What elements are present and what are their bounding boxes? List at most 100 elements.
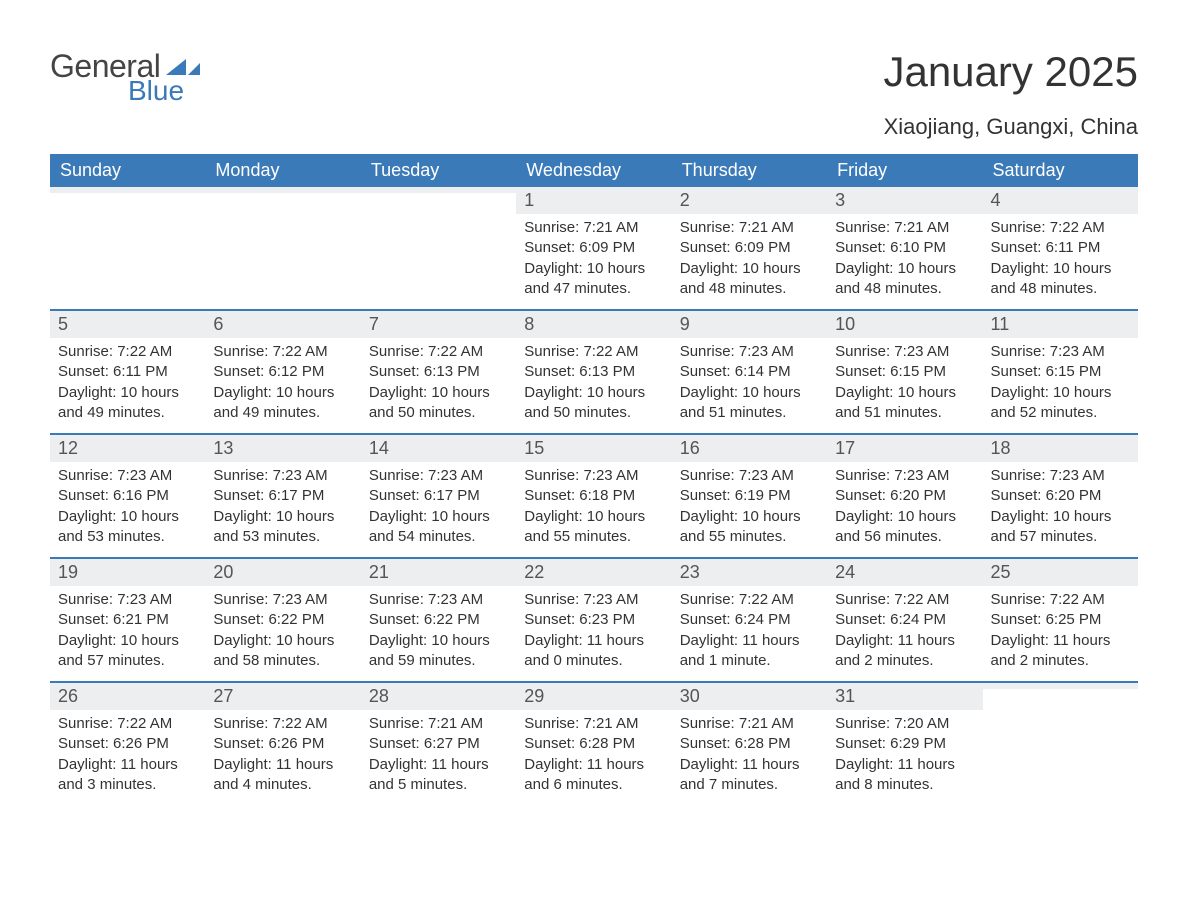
day-body: Sunrise: 7:22 AMSunset: 6:25 PMDaylight:…	[983, 586, 1138, 681]
sunset-text: Sunset: 6:14 PM	[680, 362, 819, 382]
day-number: 29	[516, 683, 671, 710]
sunrise-text: Sunrise: 7:22 AM	[369, 342, 508, 362]
daylight-text: Daylight: 10 hours and 50 minutes.	[524, 383, 663, 424]
day-body: Sunrise: 7:23 AMSunset: 6:23 PMDaylight:…	[516, 586, 671, 681]
sunrise-text: Sunrise: 7:20 AM	[835, 714, 974, 734]
sunset-text: Sunset: 6:22 PM	[369, 610, 508, 630]
day-cell: 4Sunrise: 7:22 AMSunset: 6:11 PMDaylight…	[983, 187, 1138, 309]
daylight-text: Daylight: 10 hours and 54 minutes.	[369, 507, 508, 548]
sunset-text: Sunset: 6:11 PM	[991, 238, 1130, 258]
day-number: 15	[516, 435, 671, 462]
sunset-text: Sunset: 6:09 PM	[524, 238, 663, 258]
sunset-text: Sunset: 6:26 PM	[213, 734, 352, 754]
day-number: 7	[361, 311, 516, 338]
day-cell: 29Sunrise: 7:21 AMSunset: 6:28 PMDayligh…	[516, 683, 671, 805]
day-number: 19	[50, 559, 205, 586]
daylight-text: Daylight: 10 hours and 56 minutes.	[835, 507, 974, 548]
day-cell: 3Sunrise: 7:21 AMSunset: 6:10 PMDaylight…	[827, 187, 982, 309]
day-cell: 28Sunrise: 7:21 AMSunset: 6:27 PMDayligh…	[361, 683, 516, 805]
day-body: Sunrise: 7:22 AMSunset: 6:12 PMDaylight:…	[205, 338, 360, 433]
day-number: 12	[50, 435, 205, 462]
day-number: 18	[983, 435, 1138, 462]
week-row: 19 Sunrise: 7:23 AM Sunset: 6:21 PM Dayligh…	[50, 557, 1138, 681]
sunrise-text: Sunrise: 7:21 AM	[680, 218, 819, 238]
daylight-text: Daylight: 11 hours and 6 minutes.	[524, 755, 663, 796]
day-body: Sunrise: 7:21 AMSunset: 6:10 PMDaylight:…	[827, 214, 982, 309]
daylight-text: Daylight: 10 hours and 51 minutes.	[835, 383, 974, 424]
day-number: 26	[50, 683, 205, 710]
logo-text-blue: Blue	[128, 75, 184, 107]
sunset-text: Sunset: 6:23 PM	[524, 610, 663, 630]
daylight-text: Daylight: 11 hours and 3 minutes.	[58, 755, 197, 796]
sunrise-text: Sunrise: 7:22 AM	[835, 590, 974, 610]
daylight-text: Daylight: 10 hours and 47 minutes.	[524, 259, 663, 300]
daylight-text: Daylight: 10 hours and 48 minutes.	[680, 259, 819, 300]
sunrise-text: Sunrise: 7:21 AM	[369, 714, 508, 734]
day-number: 30	[672, 683, 827, 710]
logo: General Blue	[50, 48, 200, 107]
day-body: Sunrise: 7:21 AMSunset: 6:09 PMDaylight:…	[672, 214, 827, 309]
day-body: Sunrise: 7:22 AMSunset: 6:24 PMDaylight:…	[827, 586, 982, 681]
daylight-text: Daylight: 10 hours and 53 minutes.	[58, 507, 197, 548]
sunrise-text: Sunrise: 7:23 AM	[369, 590, 508, 610]
weekday-header: Thursday	[672, 154, 827, 187]
day-body: Sunrise: 7:23 AMSunset: 6:22 PMDaylight:…	[361, 586, 516, 681]
day-cell: 23Sunrise: 7:22 AMSunset: 6:24 PMDayligh…	[672, 559, 827, 681]
sunset-text: Sunset: 6:15 PM	[835, 362, 974, 382]
daylight-text: Daylight: 10 hours and 59 minutes.	[369, 631, 508, 672]
daylight-text: Daylight: 10 hours and 57 minutes.	[991, 507, 1130, 548]
day-number: 31	[827, 683, 982, 710]
day-body: Sunrise: 7:21 AMSunset: 6:28 PMDaylight:…	[516, 710, 671, 805]
day-body: Sunrise: 7:22 AMSunset: 6:13 PMDaylight:…	[361, 338, 516, 433]
day-cell: 30Sunrise: 7:21 AMSunset: 6:28 PMDayligh…	[672, 683, 827, 805]
sunset-text: Sunset: 6:24 PM	[680, 610, 819, 630]
day-body: Sunrise: 7:21 AMSunset: 6:28 PMDaylight:…	[672, 710, 827, 805]
week-row: 26Sunrise: 7:22 AMSunset: 6:26 PMDayligh…	[50, 681, 1138, 805]
daylight-text: Daylight: 10 hours and 58 minutes.	[213, 631, 352, 672]
day-body	[50, 193, 205, 207]
sunrise-text: Sunrise: 7:23 AM	[680, 466, 819, 486]
sunrise-text: Sunrise: 7:22 AM	[680, 590, 819, 610]
sunset-text: Sunset: 6:17 PM	[369, 486, 508, 506]
sunset-text: Sunset: 6:28 PM	[680, 734, 819, 754]
day-cell: 21Sunrise: 7:23 AMSunset: 6:22 PMDayligh…	[361, 559, 516, 681]
day-body	[205, 193, 360, 207]
sunset-text: Sunset: 6:25 PM	[991, 610, 1130, 630]
day-body: Sunrise: 7:23 AMSunset: 6:22 PMDaylight:…	[205, 586, 360, 681]
sunset-text: Sunset: 6:13 PM	[369, 362, 508, 382]
day-cell: 11Sunrise: 7:23 AMSunset: 6:15 PMDayligh…	[983, 311, 1138, 433]
day-number: 21	[361, 559, 516, 586]
weekday-header: Wednesday	[516, 154, 671, 187]
sunset-text: Sunset: 6:21 PM	[58, 610, 197, 630]
day-number: 4	[983, 187, 1138, 214]
daylight-text: Daylight: 11 hours and 5 minutes.	[369, 755, 508, 796]
day-number: 10	[827, 311, 982, 338]
day-number: 25	[983, 559, 1138, 586]
daylight-text: Daylight: 11 hours and 2 minutes.	[991, 631, 1130, 672]
sunset-text: Sunset: 6:16 PM	[58, 486, 197, 506]
sunrise-text: Sunrise: 7:23 AM	[213, 466, 352, 486]
day-cell: 14Sunrise: 7:23 AMSunset: 6:17 PMDayligh…	[361, 435, 516, 557]
day-body: Sunrise: 7:22 AMSunset: 6:26 PMDaylight:…	[50, 710, 205, 805]
day-number: 2	[672, 187, 827, 214]
sunrise-text: Sunrise: 7:23 AM	[213, 590, 352, 610]
weekday-header: Tuesday	[361, 154, 516, 187]
day-cell: 13Sunrise: 7:23 AMSunset: 6:17 PMDayligh…	[205, 435, 360, 557]
day-body: Sunrise: 7:22 AMSunset: 6:11 PMDaylight:…	[50, 338, 205, 433]
day-body: Sunrise: 7:23 AMSunset: 6:15 PMDaylight:…	[983, 338, 1138, 433]
day-body: Sunrise: 7:23 AMSunset: 6:19 PMDaylight:…	[672, 462, 827, 557]
sunset-text: Sunset: 6:11 PM	[58, 362, 197, 382]
day-number: 1	[516, 187, 671, 214]
day-number: 24	[827, 559, 982, 586]
title-block: January 2025 Xiaojiang, Guangxi, China	[883, 48, 1138, 150]
page-header: General Blue January 2025 Xiaojiang, Gua…	[50, 48, 1138, 150]
sunrise-text: Sunrise: 7:23 AM	[991, 466, 1130, 486]
calendar: SundayMondayTuesdayWednesdayThursdayFrid…	[50, 154, 1138, 805]
daylight-text: Daylight: 10 hours and 51 minutes.	[680, 383, 819, 424]
day-number: 23	[672, 559, 827, 586]
day-cell: 18Sunrise: 7:23 AMSunset: 6:20 PMDayligh…	[983, 435, 1138, 557]
daylight-text: Daylight: 10 hours and 53 minutes.	[213, 507, 352, 548]
sunrise-text: Sunrise: 7:23 AM	[835, 466, 974, 486]
sunrise-text: Sunrise: 7:22 AM	[213, 342, 352, 362]
sunrise-text: Sunrise: 7:21 AM	[835, 218, 974, 238]
